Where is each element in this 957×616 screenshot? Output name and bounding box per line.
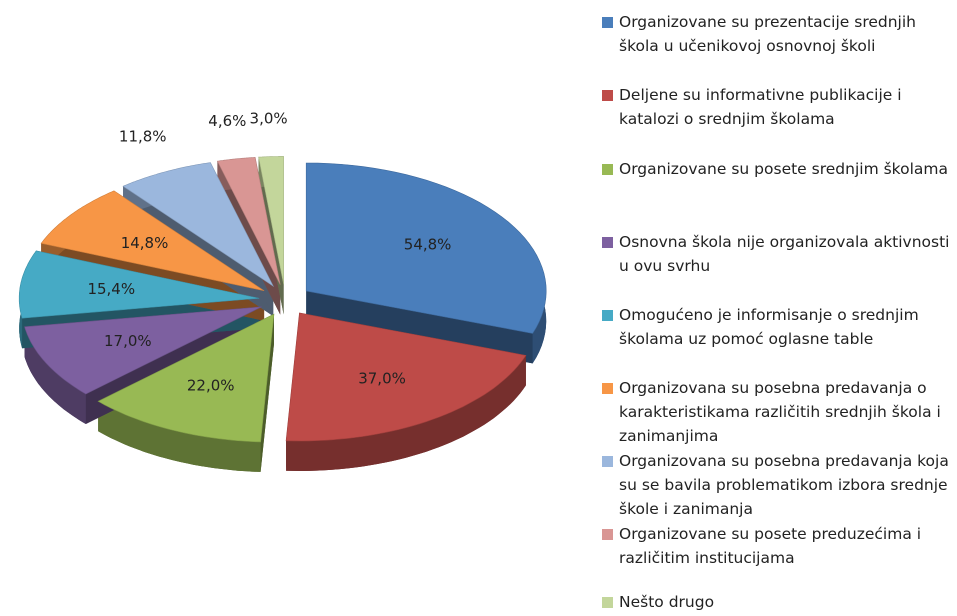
data-label: 37,0% [358, 369, 406, 387]
chart: 54,8% 37,0% 22,0% 17,0% 15,4% 14,8% 11,8% 4,6% 3… [18, 110, 547, 472]
slice [97, 313, 275, 443]
legend-label: Organizovane su posete preduzećima i raz… [619, 525, 922, 567]
legend-label: Organizovana su posebna predavanja o kar… [619, 379, 941, 445]
slice [285, 312, 527, 442]
legend-item: Organizovane su prezentacije srednjih šk… [602, 10, 954, 58]
slice [18, 250, 260, 319]
legend-item: Organizovane su posete preduzećima i raz… [602, 522, 954, 570]
legend-swatch [602, 90, 613, 101]
data-label: 22,0% [187, 376, 235, 394]
legend-item: Organizovana su posebna predavanja koja … [602, 449, 954, 521]
data-label: 54,8% [404, 236, 452, 254]
legend-swatch [602, 456, 613, 467]
data-label: 14,8% [121, 234, 169, 252]
slice-wall [260, 314, 274, 472]
data-label: 15,4% [87, 280, 135, 298]
legend-label: Nešto drugo [619, 593, 715, 611]
legend-item: Organizovane su posete srednjim školama [602, 157, 954, 181]
legend-item: Nešto drugo [602, 590, 954, 614]
slice [122, 162, 275, 287]
legend-swatch [602, 237, 613, 248]
legend-item: Omogućeno je informisanje o srednjim ško… [602, 303, 954, 351]
legend-label: Osnovna škola nije organizovala aktivnos… [619, 233, 950, 275]
legend-swatch [602, 597, 613, 608]
slice-wall [306, 290, 533, 364]
data-label: 17,0% [104, 332, 152, 350]
slice-side [98, 401, 261, 472]
legend-item: Organizovana su posebna predavanja o kar… [602, 376, 954, 448]
data-label: 3,0% [250, 110, 288, 128]
legend-label: Organizovane su prezentacije srednjih šk… [619, 13, 916, 55]
slice [305, 162, 547, 334]
data-label: 4,6% [208, 112, 246, 130]
legend-label: Deljene su informativne publikacije i ka… [619, 86, 902, 128]
legend-swatch [602, 164, 613, 175]
slice [40, 190, 265, 292]
slice [24, 306, 262, 395]
legend-label: Organizovana su posebna predavanja koja … [619, 452, 949, 518]
legend-swatch [602, 383, 613, 394]
slice-side [286, 355, 526, 471]
slice-side [24, 326, 86, 424]
legend-label: Organizovane su posete srednjim školama [619, 160, 948, 178]
legend-item: Osnovna škola nije organizovala aktivnos… [602, 230, 954, 278]
slice [216, 157, 281, 285]
legend-swatch [602, 310, 613, 321]
legend-swatch [602, 17, 613, 28]
legend-label: Omogućeno je informisanje o srednjim ško… [619, 306, 919, 348]
slice [258, 156, 284, 285]
legend-item: Deljene su informativne publikacije i ka… [602, 83, 954, 131]
data-label: 11,8% [119, 128, 167, 146]
legend-swatch [602, 529, 613, 540]
